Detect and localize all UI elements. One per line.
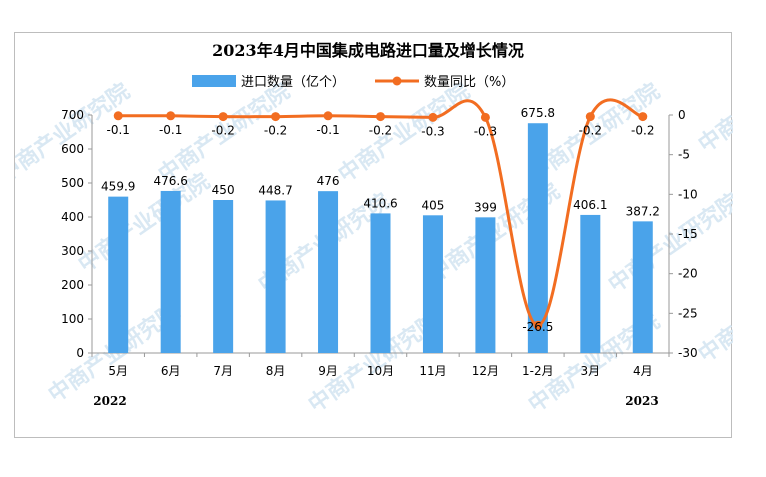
watermark-text: 中商产业研究院: [74, 168, 215, 278]
x-axis-tick-label: 4月: [633, 364, 653, 378]
axes: 0 100 200 300 400 500 600 700 -30 -25 -20 -15 -10 -5 0…: [61, 108, 698, 378]
line-value-label: -0.2: [631, 124, 654, 138]
line-value-label: -0.3: [421, 124, 444, 138]
line-point: [166, 111, 176, 121]
right-axis-tick-label: -20: [678, 267, 698, 281]
bar-value-label: 399: [474, 200, 497, 214]
bar: [370, 213, 391, 353]
line-value-label: -0.2: [264, 124, 287, 138]
bar: [318, 191, 339, 353]
line-value-label: -0.1: [316, 123, 339, 137]
bar: [160, 190, 181, 353]
line-point: [585, 112, 595, 122]
left-axis-tick-label: 700: [61, 108, 84, 122]
x-axis-tick-label: 1-2月: [522, 364, 554, 378]
legend-line-label: 数量同比（%）: [424, 75, 514, 90]
legend-bar-label: 进口数量（亿个）: [241, 75, 345, 90]
legend-bar-swatch: [192, 75, 236, 87]
x-axis-tick-label: 9月: [318, 364, 338, 378]
bar: [213, 200, 234, 353]
bar-value-label: 405: [422, 198, 445, 212]
watermark-text: 中商产业研究院: [694, 48, 733, 158]
data-labels: 459.9 476.6 450 448.7 476 410.6 405 399 675.8 406…: [101, 106, 660, 334]
watermark-text: 中商产业研究院: [694, 258, 733, 368]
bar: [527, 123, 548, 353]
line-value-label: -0.1: [159, 123, 182, 137]
left-axis-tick-label: 0: [76, 346, 84, 360]
line-value-label: -26.5: [522, 320, 553, 334]
bar-value-label: 459.9: [101, 180, 135, 194]
left-axis-tick-label: 300: [61, 244, 84, 258]
x-axis-tick-label: 12月: [472, 364, 499, 378]
watermark-text: 中商产业研究院: [604, 188, 733, 298]
line-point: [323, 111, 333, 121]
left-axis-tick-label: 200: [61, 278, 84, 292]
right-axis-tick-label: 0: [678, 108, 686, 122]
bar: [475, 217, 496, 353]
bar-value-label: 387.2: [626, 204, 660, 218]
x-axis-tick-label: 11月: [419, 364, 446, 378]
x-axis-tick-label: 6月: [161, 364, 181, 378]
right-axis-tick-label: -5: [678, 148, 690, 162]
chart-title: 2023年4月中国集成电路进口量及增长情况: [212, 41, 524, 60]
line-value-label: -0.2: [579, 124, 602, 138]
bar-value-label: 675.8: [521, 106, 555, 120]
right-axis-tick-label: -10: [678, 187, 698, 201]
line-point: [428, 112, 438, 122]
left-axis-tick-label: 400: [61, 210, 84, 224]
line-point: [113, 111, 123, 121]
bar: [422, 215, 443, 353]
x-axis-tick-label: 8月: [266, 364, 286, 378]
right-axis-tick-label: -30: [678, 346, 698, 360]
legend: 进口数量（亿个） 数量同比（%）: [192, 75, 514, 90]
x-axis-tick-label: 5月: [108, 364, 128, 378]
line-point: [271, 112, 281, 122]
bar-value-label: 476.6: [154, 174, 188, 188]
line-value-label: -0.1: [107, 123, 130, 137]
left-axis-tick-label: 100: [61, 312, 84, 326]
bar-value-label: 410.6: [363, 196, 397, 210]
bar-value-label: 450: [212, 183, 235, 197]
bar: [108, 196, 129, 353]
line-point: [480, 112, 490, 122]
chart-frame: 中商产业研究院 中商产业研究院 中商产业研究院 中商产业研究院 中商产业研究院 中商产业研…: [14, 32, 733, 438]
line-value-label: -0.2: [369, 124, 392, 138]
left-axis-tick-label: 500: [61, 176, 84, 190]
left-axis-tick-label: 600: [61, 142, 84, 156]
line-value-label: -0.2: [211, 124, 234, 138]
line-point: [376, 112, 385, 122]
bar-series: [108, 123, 653, 353]
bar-value-label: 476: [317, 174, 340, 188]
x-axis-tick-label: 7月: [213, 364, 233, 378]
x-axis-tick-label: 10月: [367, 364, 394, 378]
line-point: [218, 112, 228, 122]
right-axis-tick-label: -25: [678, 306, 698, 320]
legend-line-marker: [392, 76, 402, 86]
x-axis-tick-label: 3月: [580, 364, 600, 378]
watermark-text: 中商产业研究院: [334, 78, 475, 188]
year-label-start: 2022: [93, 394, 126, 408]
line-series: [113, 98, 648, 330]
bar: [632, 221, 653, 353]
bar-value-label: 448.7: [258, 183, 292, 197]
line-point: [638, 112, 648, 122]
bar-value-label: 406.1: [573, 198, 607, 212]
right-axis-tick-label: -15: [678, 227, 698, 241]
bar: [265, 200, 286, 353]
year-label-end: 2023: [625, 394, 658, 408]
bar: [580, 214, 601, 353]
line-value-label: -0.3: [474, 124, 497, 138]
line-point: [533, 320, 543, 330]
